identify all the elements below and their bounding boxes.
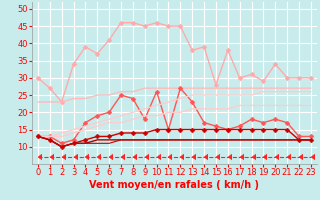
X-axis label: Vent moyen/en rafales ( km/h ): Vent moyen/en rafales ( km/h ) <box>89 180 260 190</box>
